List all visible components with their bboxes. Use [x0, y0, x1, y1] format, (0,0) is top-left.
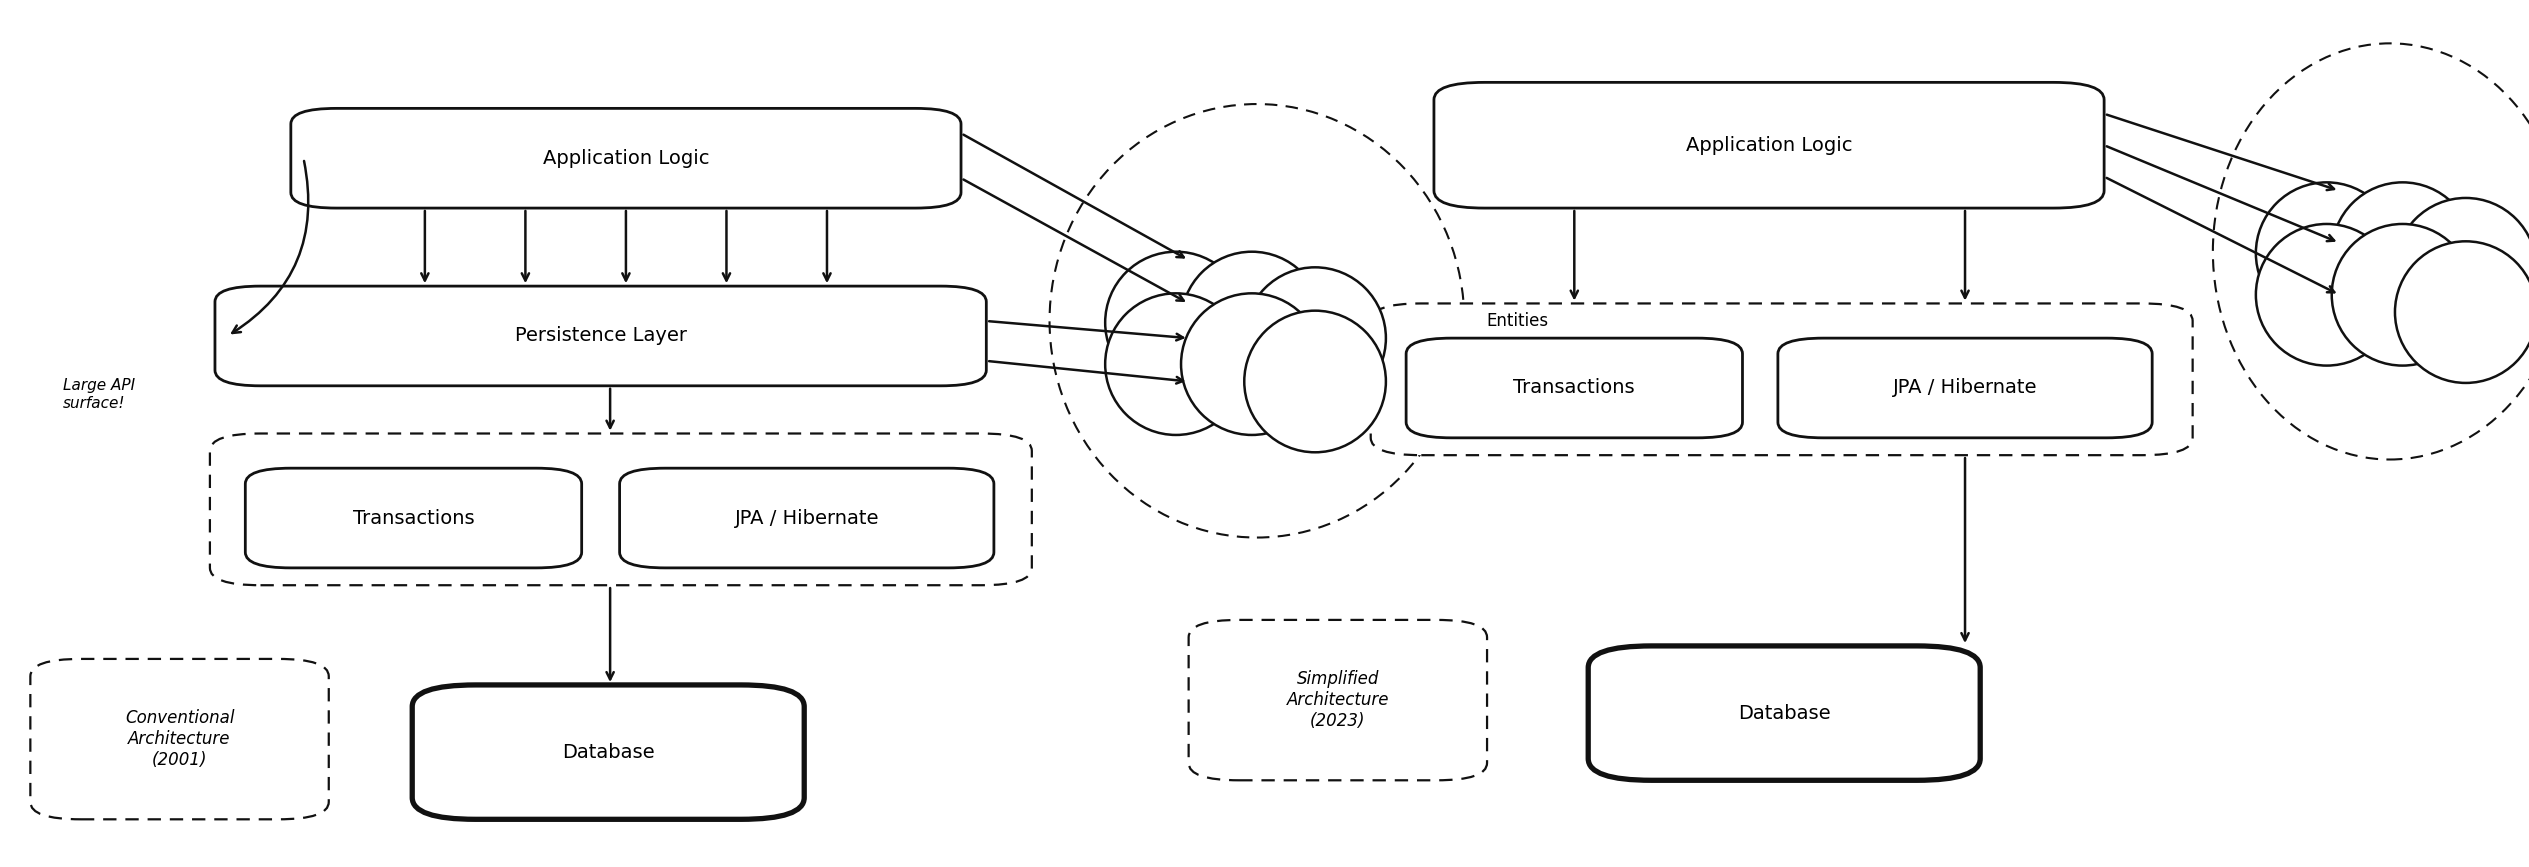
Text: Application Logic: Application Logic	[1687, 136, 1851, 154]
FancyBboxPatch shape	[215, 286, 986, 386]
Text: Transactions: Transactions	[352, 509, 475, 527]
Text: Persistence Layer: Persistence Layer	[513, 327, 688, 345]
FancyBboxPatch shape	[1588, 646, 1980, 780]
Text: Database: Database	[1737, 704, 1831, 722]
Ellipse shape	[2395, 241, 2529, 383]
FancyBboxPatch shape	[412, 685, 804, 819]
Ellipse shape	[1105, 293, 1247, 435]
Ellipse shape	[2332, 224, 2473, 366]
FancyBboxPatch shape	[1406, 338, 1742, 438]
FancyBboxPatch shape	[1434, 82, 2104, 208]
Text: JPA / Hibernate: JPA / Hibernate	[1892, 379, 2038, 397]
FancyBboxPatch shape	[1778, 338, 2152, 438]
FancyBboxPatch shape	[1189, 620, 1487, 780]
FancyBboxPatch shape	[1371, 303, 2193, 455]
Ellipse shape	[2332, 182, 2473, 324]
Ellipse shape	[2395, 198, 2529, 340]
Ellipse shape	[1105, 251, 1247, 394]
Text: Simplified
Architecture
(2023): Simplified Architecture (2023)	[1287, 670, 1388, 730]
Text: Conventional
Architecture
(2001): Conventional Architecture (2001)	[124, 709, 235, 769]
Ellipse shape	[1244, 267, 1386, 409]
Ellipse shape	[2256, 224, 2397, 366]
FancyBboxPatch shape	[291, 108, 961, 208]
Text: Large API
surface!: Large API surface!	[63, 378, 137, 411]
Text: Entities: Entities	[1487, 312, 1548, 329]
FancyBboxPatch shape	[30, 659, 329, 819]
Text: Database: Database	[561, 743, 655, 761]
Text: JPA / Hibernate: JPA / Hibernate	[733, 509, 880, 527]
Ellipse shape	[1181, 251, 1323, 394]
Ellipse shape	[1244, 310, 1386, 453]
FancyBboxPatch shape	[245, 468, 582, 568]
FancyBboxPatch shape	[210, 434, 1032, 585]
Ellipse shape	[2256, 182, 2397, 324]
Ellipse shape	[1181, 293, 1323, 435]
FancyBboxPatch shape	[620, 468, 994, 568]
Text: Transactions: Transactions	[1512, 379, 1636, 397]
Text: Application Logic: Application Logic	[544, 149, 708, 167]
